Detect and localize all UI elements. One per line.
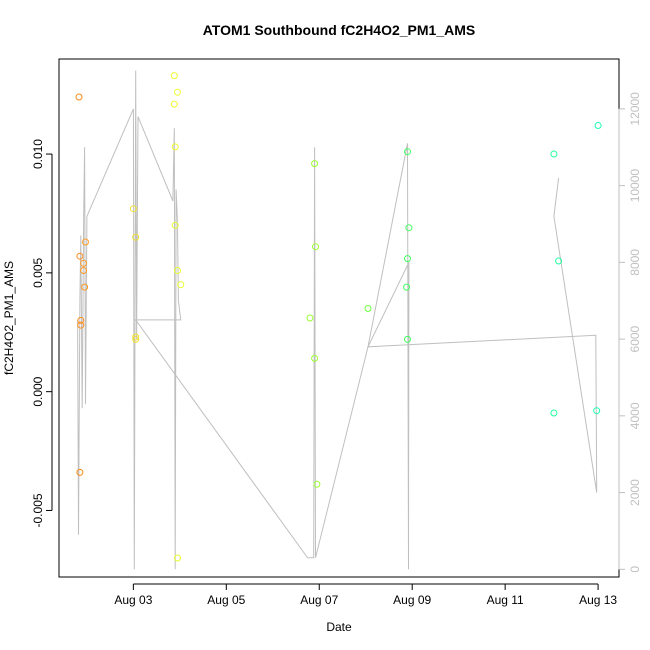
data-point bbox=[82, 238, 89, 246]
data-point bbox=[311, 160, 319, 168]
x-tick-label: Aug 11 bbox=[487, 593, 524, 607]
line-series-group bbox=[77, 70, 598, 570]
data-point bbox=[132, 335, 140, 343]
x-tick-label: Aug 09 bbox=[393, 593, 431, 607]
data-point bbox=[171, 143, 179, 151]
y-axis-left: -0.005 0.000 0.005 0.010 bbox=[31, 139, 53, 527]
x-axis-label: Date bbox=[326, 620, 352, 634]
data-point bbox=[174, 267, 181, 274]
data-point bbox=[174, 88, 181, 96]
data-point bbox=[313, 480, 321, 488]
data-point bbox=[77, 321, 85, 329]
data-point bbox=[81, 283, 89, 291]
data-point bbox=[404, 335, 411, 343]
data-point bbox=[132, 333, 140, 341]
data-point bbox=[404, 255, 411, 263]
y-axis-label: fC2H4O2_PM1_AMS bbox=[2, 261, 16, 375]
x-tick-label: Aug 05 bbox=[207, 593, 245, 607]
data-point bbox=[174, 554, 181, 562]
data-point bbox=[403, 283, 411, 291]
y2-tick-label: 8000 bbox=[628, 249, 642, 276]
data-point bbox=[80, 267, 88, 274]
y-tick-label: 0.000 bbox=[31, 376, 45, 406]
y2-tick-label: 6000 bbox=[628, 325, 642, 352]
data-point bbox=[76, 252, 84, 260]
chart-title: ATOM1 Southbound fC2H4O2_PM1_AMS bbox=[203, 22, 476, 38]
data-point bbox=[170, 100, 178, 108]
plot-area bbox=[58, 58, 620, 578]
data-point bbox=[75, 93, 83, 101]
series-line bbox=[77, 70, 598, 570]
y2-tick-label: 10000 bbox=[628, 169, 642, 203]
data-point bbox=[364, 305, 372, 312]
y-axis-right: 0 2000 4000 6000 8000 10000 12000 bbox=[618, 92, 642, 573]
y-tick-label: -0.005 bbox=[31, 493, 45, 527]
y2-tick-label: 4000 bbox=[628, 402, 642, 429]
data-point bbox=[171, 221, 179, 229]
data-point bbox=[311, 354, 319, 362]
data-point bbox=[177, 281, 185, 289]
data-point bbox=[170, 72, 178, 80]
data-point bbox=[404, 148, 411, 156]
data-point bbox=[593, 407, 601, 415]
data-point bbox=[80, 259, 88, 267]
data-point bbox=[405, 224, 413, 232]
data-point bbox=[550, 150, 558, 158]
data-point bbox=[312, 243, 319, 251]
x-tick-label: Aug 13 bbox=[579, 593, 617, 607]
x-tick-label: Aug 07 bbox=[300, 593, 338, 607]
y2-tick-label: 0 bbox=[628, 566, 642, 573]
y2-tick-label: 2000 bbox=[628, 479, 642, 506]
data-point bbox=[306, 314, 314, 322]
data-point bbox=[594, 122, 602, 129]
data-point bbox=[76, 468, 84, 476]
y2-tick-label: 12000 bbox=[628, 92, 642, 126]
y-tick-label: 0.005 bbox=[31, 258, 45, 288]
data-point bbox=[129, 205, 137, 213]
y-tick-label: 0.010 bbox=[31, 139, 45, 169]
data-point bbox=[555, 257, 563, 265]
points-group bbox=[75, 72, 602, 562]
data-point bbox=[550, 409, 558, 417]
x-tick-label: Aug 03 bbox=[114, 593, 152, 607]
data-point bbox=[77, 316, 85, 324]
data-point bbox=[132, 233, 140, 241]
x-axis: Aug 03 Aug 05 Aug 07 Aug 09 Aug 11 Aug 13 bbox=[114, 583, 617, 607]
